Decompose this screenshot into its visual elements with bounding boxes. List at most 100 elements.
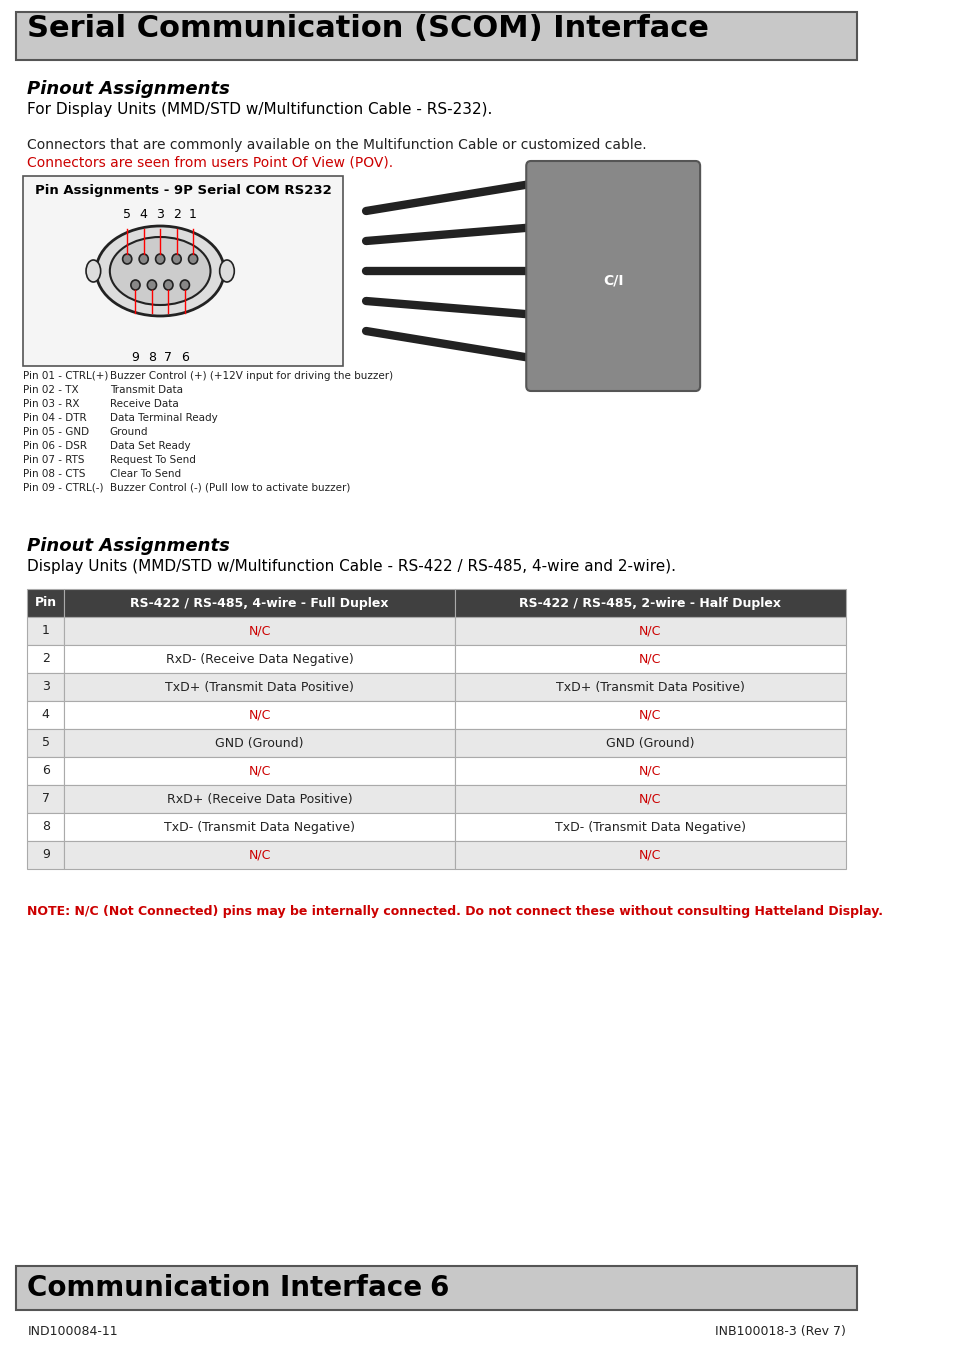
Text: Pin 04 - DTR: Pin 04 - DTR (23, 413, 87, 423)
Text: N/C: N/C (248, 764, 271, 778)
Text: Pin 02 - TX: Pin 02 - TX (23, 385, 78, 396)
Circle shape (147, 279, 156, 290)
Text: 1: 1 (42, 625, 50, 637)
Text: Buzzer Control (+) (+12V input for driving the buzzer): Buzzer Control (+) (+12V input for drivi… (110, 371, 393, 381)
Text: 1: 1 (189, 208, 197, 221)
Text: Pin: Pin (34, 597, 57, 609)
Text: Pin Assignments - 9P Serial COM RS232: Pin Assignments - 9P Serial COM RS232 (34, 184, 331, 197)
FancyBboxPatch shape (526, 161, 700, 392)
Bar (28, 784, 64, 813)
Bar (455, 729, 844, 757)
Text: 4: 4 (139, 208, 148, 221)
Bar (455, 589, 844, 617)
Text: Connectors are seen from users Point Of View (POV).: Connectors are seen from users Point Of … (28, 157, 394, 170)
Circle shape (164, 279, 172, 290)
Text: Ground: Ground (110, 427, 148, 437)
Text: TxD- (Transmit Data Negative): TxD- (Transmit Data Negative) (554, 821, 745, 833)
Bar (28, 729, 64, 757)
Text: 2: 2 (42, 652, 50, 666)
Text: IND100084-11: IND100084-11 (28, 1324, 118, 1338)
Text: 6: 6 (181, 351, 189, 364)
Text: For Display Units (MMD/STD w/Multifunction Cable - RS-232).: For Display Units (MMD/STD w/Multifuncti… (28, 103, 493, 117)
Bar (455, 784, 844, 813)
Text: 4: 4 (42, 709, 50, 721)
Text: Communication Interface: Communication Interface (28, 1274, 422, 1301)
Text: 7: 7 (42, 792, 50, 806)
Text: 6: 6 (42, 764, 50, 778)
Ellipse shape (110, 238, 211, 305)
Text: INB100018-3 (Rev 7): INB100018-3 (Rev 7) (714, 1324, 844, 1338)
Text: N/C: N/C (248, 709, 271, 721)
FancyBboxPatch shape (23, 176, 343, 366)
Circle shape (131, 279, 140, 290)
Text: Display Units (MMD/STD w/Multifunction Cable - RS-422 / RS-485, 4-wire and 2-wir: Display Units (MMD/STD w/Multifunction C… (28, 559, 676, 574)
Bar (455, 645, 844, 674)
Bar (455, 813, 844, 841)
Text: N/C: N/C (639, 652, 660, 666)
Bar (455, 701, 844, 729)
Bar (28, 617, 64, 645)
Bar (64, 757, 455, 784)
Text: Buzzer Control (-) (Pull low to activate buzzer): Buzzer Control (-) (Pull low to activate… (110, 483, 350, 493)
Text: C/I: C/I (602, 274, 622, 288)
Bar (28, 701, 64, 729)
Text: TxD+ (Transmit Data Positive): TxD+ (Transmit Data Positive) (556, 680, 744, 694)
FancyBboxPatch shape (16, 12, 856, 59)
Text: Pin 06 - DSR: Pin 06 - DSR (23, 441, 87, 451)
Text: Serial Communication (SCOM) Interface: Serial Communication (SCOM) Interface (28, 14, 709, 43)
Text: Pin 01 - CTRL(+): Pin 01 - CTRL(+) (23, 371, 108, 381)
Text: 7: 7 (164, 351, 172, 364)
Circle shape (155, 254, 165, 265)
Bar (64, 813, 455, 841)
Bar (64, 784, 455, 813)
Text: 6: 6 (429, 1274, 449, 1301)
Text: Pin 08 - CTS: Pin 08 - CTS (23, 468, 85, 479)
Bar (455, 841, 844, 869)
Circle shape (189, 254, 197, 265)
Text: N/C: N/C (248, 849, 271, 861)
Text: 2: 2 (172, 208, 180, 221)
Text: Data Set Ready: Data Set Ready (110, 441, 191, 451)
Bar (64, 674, 455, 701)
Text: 3: 3 (156, 208, 164, 221)
Text: GND (Ground): GND (Ground) (605, 737, 694, 749)
Text: Clear To Send: Clear To Send (110, 468, 181, 479)
Bar (64, 701, 455, 729)
Bar (455, 757, 844, 784)
Text: N/C: N/C (639, 764, 660, 778)
Text: 8: 8 (42, 821, 50, 833)
Text: RxD+ (Receive Data Positive): RxD+ (Receive Data Positive) (167, 792, 352, 806)
Text: Receive Data: Receive Data (110, 400, 178, 409)
Text: Data Terminal Ready: Data Terminal Ready (110, 413, 217, 423)
Text: GND (Ground): GND (Ground) (215, 737, 303, 749)
Bar (28, 589, 64, 617)
Text: Transmit Data: Transmit Data (110, 385, 183, 396)
Text: Pin 09 - CTRL(-): Pin 09 - CTRL(-) (23, 483, 103, 493)
Text: N/C: N/C (639, 625, 660, 637)
Bar (28, 674, 64, 701)
Text: 9: 9 (132, 351, 139, 364)
Bar (28, 757, 64, 784)
Text: Request To Send: Request To Send (110, 455, 195, 464)
Text: 5: 5 (42, 737, 50, 749)
Text: NOTE: N/C (Not Connected) pins may be internally connected. Do not connect these: NOTE: N/C (Not Connected) pins may be in… (28, 904, 882, 918)
Bar (28, 645, 64, 674)
Bar (28, 841, 64, 869)
Bar (64, 841, 455, 869)
Text: N/C: N/C (248, 625, 271, 637)
Text: Connectors that are commonly available on the Multifunction Cable or customized : Connectors that are commonly available o… (28, 138, 646, 153)
Text: Pin 05 - GND: Pin 05 - GND (23, 427, 89, 437)
Text: N/C: N/C (639, 792, 660, 806)
Text: TxD+ (Transmit Data Positive): TxD+ (Transmit Data Positive) (165, 680, 354, 694)
Bar (64, 589, 455, 617)
Ellipse shape (219, 261, 234, 282)
Circle shape (139, 254, 148, 265)
Text: Pinout Assignments: Pinout Assignments (28, 80, 230, 99)
Text: N/C: N/C (639, 709, 660, 721)
Text: TxD- (Transmit Data Negative): TxD- (Transmit Data Negative) (164, 821, 355, 833)
Text: 3: 3 (42, 680, 50, 694)
Bar (64, 617, 455, 645)
Text: 5: 5 (123, 208, 132, 221)
Text: RxD- (Receive Data Negative): RxD- (Receive Data Negative) (166, 652, 353, 666)
Text: 8: 8 (148, 351, 155, 364)
